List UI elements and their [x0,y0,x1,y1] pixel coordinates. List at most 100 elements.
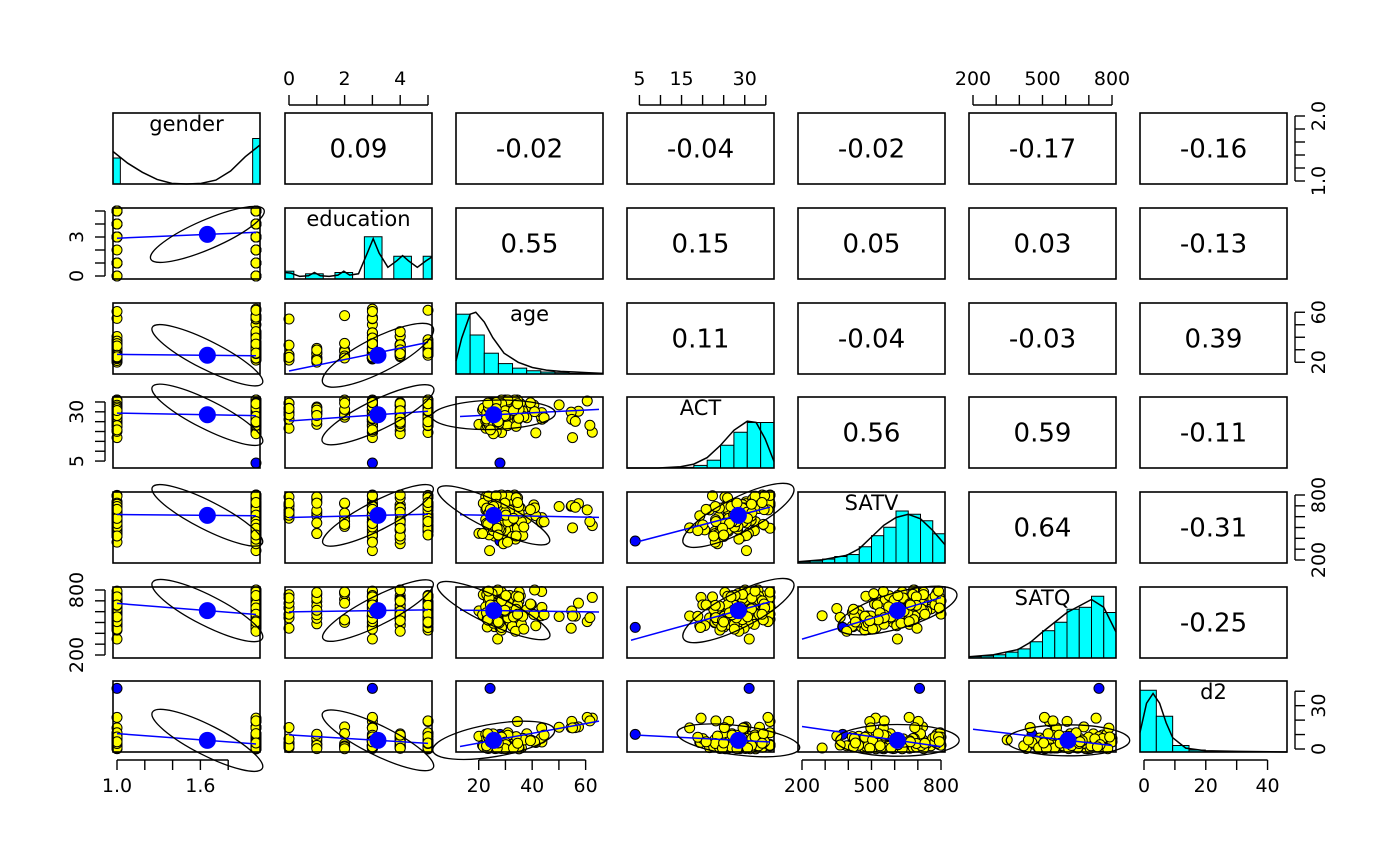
mean-point [485,406,503,424]
fit-line [116,513,257,517]
scatter-point [553,501,565,513]
mean-point [485,731,503,749]
variable-name: ACT [680,396,722,420]
correlation-ellipse [151,578,264,643]
correlation-ellipse [321,579,435,642]
panel-frame [455,207,604,280]
panel-frame [112,586,261,659]
scatter-point [111,231,123,243]
scatter-point [700,503,712,515]
panel-SATV-education [283,483,435,564]
panel-d2-age [432,680,604,761]
density-curve [968,598,1117,658]
fit-line [116,732,257,745]
mean-point [198,346,216,364]
scatter-point [718,616,730,628]
scatter-point [762,711,774,723]
hist-bar [393,255,412,280]
panel-frame [968,396,1117,469]
scatter-point [524,735,536,747]
scatter-point [731,497,743,509]
panel-gender-d2: -0.16 [1139,112,1288,185]
correlation-ellipse [436,580,551,641]
scatter-point [567,522,579,534]
mean-point [729,731,747,749]
mean-point [888,602,906,620]
scatter-point [283,592,295,604]
tick-label: 40 [1255,775,1279,797]
scatter-point [250,616,262,628]
fit-line [288,609,429,613]
tick-label: 4 [394,68,406,90]
fit-line [459,513,600,519]
scatter-point [868,588,880,600]
hist-bar [920,520,934,564]
panel-SATV-age [436,485,604,564]
variable-name: gender [149,112,224,136]
tick-label: 30 [66,400,88,424]
panel-d2-SATQ [968,680,1131,757]
tick-label: 200 [66,637,88,673]
panel-frame [112,491,261,564]
scatter-point [524,504,536,516]
correlation-value: 0.55 [501,230,559,260]
tick-label: 200 [955,68,991,90]
scatter-point [250,715,262,727]
panel-age-gender [111,302,264,387]
scatter-point [933,602,945,614]
panel-frame [968,207,1117,280]
panel-SATQ-gender [111,578,264,659]
panel-frame [797,207,946,280]
tick-label: 500 [1024,68,1060,90]
panel-SATV-SATQ: 0.64 [968,491,1117,564]
panel-frame [1139,680,1288,753]
hist-bar [455,313,471,375]
panel-age-SATV: -0.04 [797,302,946,375]
scatter-point [394,522,406,534]
scatter-point [567,722,579,734]
panel-frame [797,586,946,659]
scatter-point [250,398,262,410]
panel-frame [112,112,261,185]
scatter-point [250,304,262,316]
correlation-ellipse [1005,724,1131,757]
panel-frame [284,491,433,564]
scatter-point [339,586,351,598]
panel-ACT-education [283,384,435,469]
panel-d2-gender [111,680,264,773]
variable-name: SATQ [1015,586,1071,610]
mean-point [369,406,387,424]
tick-label: 20 [1194,775,1218,797]
panel-SATQ-SATQ: SATQ [968,586,1117,659]
scatter-point [366,305,378,317]
hist-bar [883,526,897,564]
tick-label: 30 [1308,694,1330,718]
scatter-point [1047,715,1059,727]
panel-frame [626,586,775,659]
scatter-point [339,497,351,509]
mean-point [369,346,387,364]
correlation-value: -0.25 [1180,609,1247,639]
scatter-point [518,521,530,533]
tick-label: 40 [520,775,544,797]
scatter-point [422,529,434,541]
hist-bar [733,431,748,469]
panel-frame [626,112,775,185]
scatter-point [700,599,712,611]
scatter-point [849,737,861,749]
panel-frame [797,302,946,375]
panel-frame [284,396,433,469]
panel-frame [112,680,261,753]
scatter-point [569,501,581,513]
hist-bar [1155,715,1174,753]
correlation-value: 0.39 [1185,325,1243,355]
scatter-point [311,517,323,529]
hist-bar [846,554,860,564]
scatter-point [1061,715,1073,727]
panel-age-ACT: 0.11 [626,302,775,375]
scatter-point [366,536,378,548]
correlation-value: 0.15 [672,230,730,260]
panel-SATQ-SATV [797,584,958,659]
scatter-point [891,633,903,645]
mean-point [369,731,387,749]
